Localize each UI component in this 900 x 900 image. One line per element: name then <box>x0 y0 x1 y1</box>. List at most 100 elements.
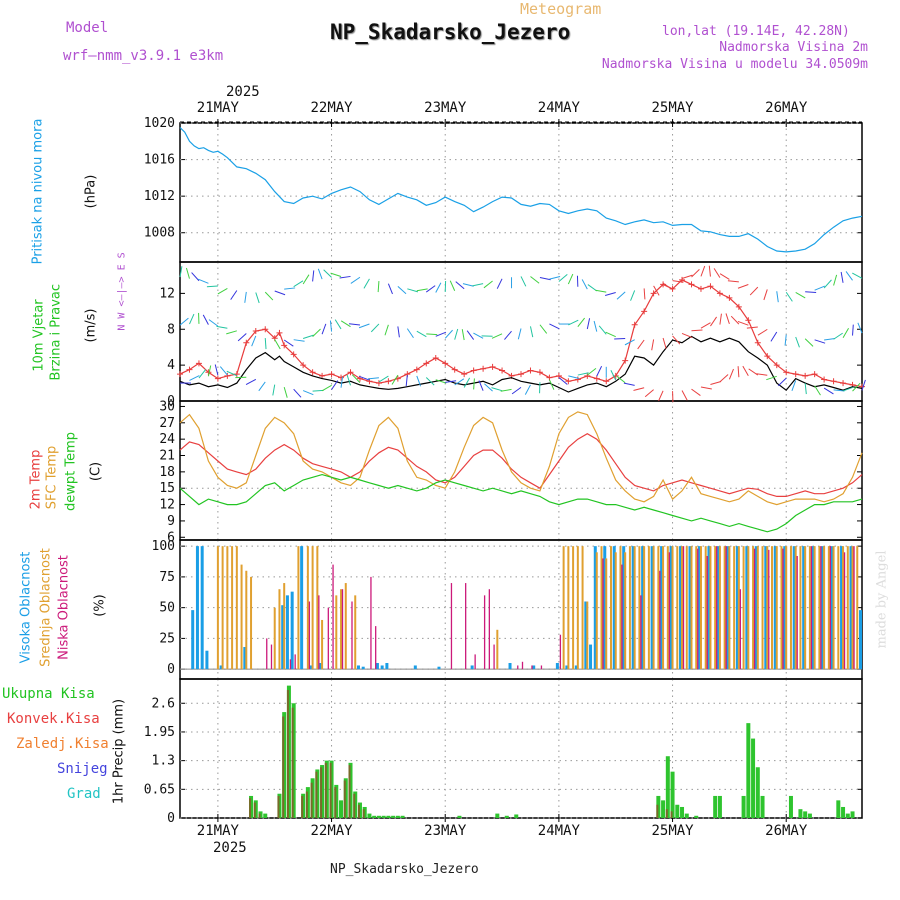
panel-frame <box>179 261 863 402</box>
wind-barb <box>662 337 667 349</box>
y-tick-label: 9 <box>167 514 175 529</box>
precip-conv-bar <box>305 791 308 818</box>
wind-compass: N W <—|—> E S <box>116 252 128 331</box>
cloud-high-bar <box>437 666 441 670</box>
wind-barb <box>317 268 323 280</box>
cloud-mid-bar <box>837 546 840 670</box>
station-title: NP_Skadarsko_Jezero <box>330 20 571 44</box>
wind-barb <box>350 276 361 284</box>
precip-total-bar <box>339 800 344 818</box>
gust-marker <box>745 317 752 324</box>
precip-total-bar <box>263 813 268 818</box>
cloud-high-bar <box>660 546 664 670</box>
y-tick-label: 12 <box>159 498 175 513</box>
wind-barb <box>568 319 579 326</box>
cloud-low-bar <box>351 601 353 670</box>
wind-barb <box>226 330 237 335</box>
cloud-high-bar <box>584 601 588 670</box>
wind-barb <box>426 333 438 336</box>
gust-marker <box>773 362 780 369</box>
cloud-high-bar <box>802 546 806 670</box>
cloud-low-bar <box>682 546 685 670</box>
precip-total-bar <box>746 723 751 818</box>
wind-barb <box>539 324 548 334</box>
pressure-unit: (hPa) <box>83 174 99 209</box>
wind-barb <box>662 282 673 290</box>
cloud-high-bar <box>470 665 474 670</box>
bottom-day-label: 25MAY <box>651 823 694 839</box>
model-label: Model <box>66 20 109 36</box>
wind-barb <box>454 378 465 386</box>
wind-barb <box>348 323 361 326</box>
gust-marker <box>276 329 283 336</box>
cloud-high-bar <box>413 665 417 670</box>
y-tick-label: 0 <box>167 662 175 677</box>
gust-marker <box>650 290 657 297</box>
wind-barb <box>302 334 314 339</box>
cloud-high-bar <box>565 665 569 670</box>
y-tick-label: 21 <box>159 449 175 464</box>
wind-barb <box>785 292 793 302</box>
cloud-mid-bar <box>775 546 778 670</box>
precip-legend-snow: Snijeg <box>57 761 108 777</box>
y-tick-label: 0.65 <box>144 782 175 797</box>
cloud-high-bar <box>281 605 285 670</box>
wind-title-2: Brzina i Pravac <box>48 283 64 381</box>
wind-barb <box>293 280 304 288</box>
y-tick-label: 12 <box>159 286 175 301</box>
y-tick-label: 1020 <box>144 116 175 131</box>
wind-barb <box>795 336 800 348</box>
cloud-high-bar <box>191 610 195 670</box>
gust-marker <box>186 366 193 373</box>
wind-barb <box>321 323 327 335</box>
cloud-mid-bar <box>321 619 324 670</box>
precip-conv-bar <box>329 762 332 818</box>
wind-barb <box>226 370 238 377</box>
gust-marker <box>527 367 534 374</box>
wind-barb <box>484 383 493 392</box>
cloud-low-bar <box>266 638 268 670</box>
gust-marker <box>309 369 316 376</box>
precip-conv-bar <box>320 767 323 818</box>
wind-barb <box>681 390 688 401</box>
cloud-high-bar <box>508 663 512 670</box>
wind-barb <box>587 284 598 292</box>
wind-barb <box>214 364 219 376</box>
wind-barb <box>791 380 797 391</box>
wind-barb <box>179 317 189 326</box>
wind-barb <box>264 338 267 350</box>
wind-barb <box>814 385 821 396</box>
wind-barb <box>216 325 228 329</box>
wind-barb <box>861 379 866 391</box>
wind-barb <box>491 387 503 392</box>
cloud-mid-bar <box>804 546 807 670</box>
wind-barb <box>742 365 749 376</box>
wind-barb <box>833 332 843 340</box>
cloud-high-bar <box>792 546 796 670</box>
wind-barb <box>598 325 607 335</box>
wind-barb <box>558 377 568 385</box>
elevation-label: Nadmorska Visina 2m <box>719 40 868 55</box>
cloud-high-bar <box>219 665 223 670</box>
temp-legend-2m: 2m Temp <box>28 449 44 510</box>
gust-marker <box>802 372 809 379</box>
gust-marker <box>574 376 581 383</box>
wind-barb <box>198 278 209 284</box>
top-day-label: 23MAY <box>424 100 467 116</box>
wind-barb <box>833 389 845 392</box>
precip-total-bar <box>391 815 396 818</box>
cloud-mid-bar <box>733 546 736 670</box>
precip-total-bar <box>367 813 372 818</box>
y-tick-label: 30 <box>159 399 175 414</box>
wind-barb <box>586 318 591 330</box>
cloud-mid-bar <box>685 546 688 670</box>
cloud-high-bar <box>650 546 654 670</box>
cloud-high-bar <box>195 546 199 670</box>
cloud-high-bar <box>830 546 834 670</box>
wind-barb <box>472 283 484 287</box>
wind-barb <box>749 286 759 296</box>
wind-barb <box>230 290 238 300</box>
cloud-high-bar <box>380 665 384 670</box>
cloud-high-bar <box>764 546 768 670</box>
precip-conv-bar <box>670 811 673 818</box>
